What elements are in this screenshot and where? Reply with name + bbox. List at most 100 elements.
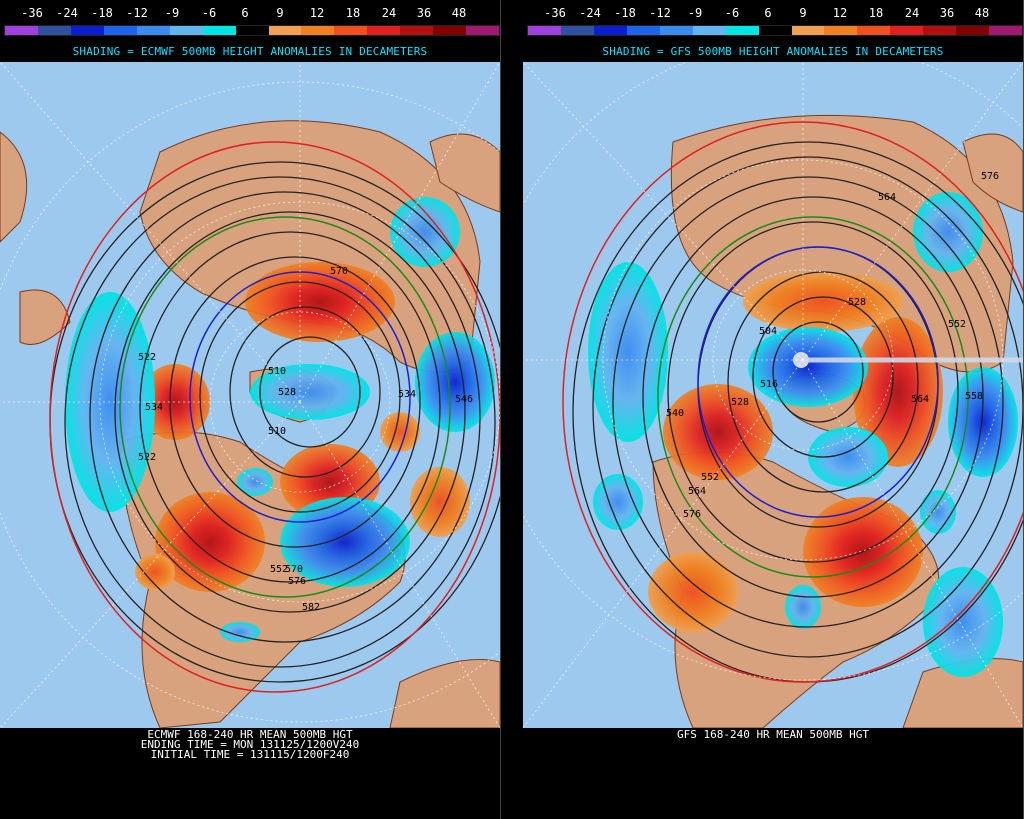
colorbar-swatch: [433, 26, 467, 35]
colorbar-swatch: [367, 26, 401, 35]
colorbar-swatch: [103, 26, 137, 35]
colorbar-label: 24: [904, 6, 920, 20]
contour-label: 564: [688, 486, 706, 497]
contour-label: 570: [330, 266, 348, 277]
colorbar-label: 18: [868, 6, 884, 20]
colorbar-swatch: [626, 26, 660, 35]
contour-label: 576: [981, 171, 999, 182]
colorbar-label: -9: [164, 6, 180, 20]
contour-label: 522: [138, 352, 156, 363]
contour-label: 540: [666, 408, 684, 419]
colorbar: [527, 25, 1023, 36]
colorbar-swatch: [37, 26, 71, 35]
colorbar-label: -36: [21, 6, 43, 20]
run-info: ECMWF 168-240 HR MEAN 500MB HGT ENDING T…: [0, 728, 500, 761]
colorbar-label: -18: [614, 6, 636, 20]
colorbar-label: 6: [241, 6, 249, 20]
colorbar-label: 6: [764, 6, 772, 20]
contour-label: 558: [965, 391, 983, 402]
colorbar-label: -24: [579, 6, 601, 20]
colorbar-swatch: [692, 26, 726, 35]
colorbar-swatch: [824, 26, 858, 35]
contour-label: 534: [398, 389, 416, 400]
colorbar-swatch: [560, 26, 594, 35]
colorbar-label: 36: [416, 6, 432, 20]
colorbar-label: 9: [799, 6, 807, 20]
contour-label: 546: [455, 394, 473, 405]
contour-label: 528: [848, 297, 866, 308]
colorbar-swatch: [989, 26, 1023, 35]
contour-label: 528: [278, 387, 296, 398]
colorbar-swatch: [466, 26, 500, 35]
contour-label: 564: [878, 192, 896, 203]
colorbar-label: -12: [126, 6, 148, 20]
panel-subtitle: SHADING = ECMWF 500MB HEIGHT ANOMALIES I…: [72, 45, 428, 58]
colorbar-swatch: [5, 26, 38, 35]
contour-label: 582: [302, 602, 320, 613]
gfs-panel: -36 -24 -18 -12 -9 -6 6 9 12 18 24 36 48…: [523, 0, 1024, 819]
colorbar-label: 36: [939, 6, 955, 20]
contour-label: 576: [288, 576, 306, 587]
contour-label: 510: [268, 426, 286, 437]
colorbar-swatch: [136, 26, 170, 35]
ecmwf-map: 570 522 534 510 528 534 546 522 552 570 …: [0, 62, 500, 728]
colorbar-label: -18: [91, 6, 113, 20]
run-info-line: INITIAL TIME = 131115/1200F240: [150, 748, 350, 761]
colorbar-label: 12: [832, 6, 848, 20]
colorbar-swatch: [169, 26, 203, 35]
colorbar-swatch: [70, 26, 104, 35]
colorbar-swatch: [301, 26, 335, 35]
colorbar-swatch: [857, 26, 891, 35]
colorbar-label: -24: [56, 6, 78, 20]
polar-stereographic-map-icon: 576 564 528 504 516 540 528 564 552 558 …: [523, 62, 1023, 728]
colorbar-label: 9: [276, 6, 284, 20]
contour-label: 528: [731, 397, 749, 408]
colorbar-swatch: [956, 26, 990, 35]
contour-label: 576: [683, 509, 701, 520]
colorbar-label: -6: [201, 6, 217, 20]
colorbar-swatch: [890, 26, 924, 35]
contour-label: 552: [948, 319, 966, 330]
run-info-line: GFS 168-240 HR MEAN 500MB HGT: [676, 728, 870, 741]
contour-label: 552: [270, 564, 288, 575]
contour-label: 564: [911, 394, 929, 405]
colorbar-swatch: [758, 26, 792, 35]
colorbar-label: 18: [345, 6, 361, 20]
colorbar-swatch: [268, 26, 302, 35]
colorbar-label: 48: [974, 6, 990, 20]
colorbar-swatch: [528, 26, 561, 35]
panel-subtitle: SHADING = GFS 500MB HEIGHT ANOMALIES IN …: [602, 45, 944, 58]
contour-label: 522: [138, 452, 156, 463]
colorbar-label: 48: [451, 6, 467, 20]
gfs-map: 576 564 528 504 516 540 528 564 552 558 …: [523, 62, 1023, 728]
colorbar-label: -36: [544, 6, 566, 20]
ecmwf-panel: -36 -24 -18 -12 -9 -6 6 9 12 18 24 36 48…: [0, 0, 501, 819]
colorbar-label: 24: [381, 6, 397, 20]
colorbar-swatch: [725, 26, 759, 35]
contour-label: 504: [759, 326, 777, 337]
colorbar: [4, 25, 500, 36]
polar-stereographic-map-icon: 570 522 534 510 528 534 546 522 552 570 …: [0, 62, 500, 728]
contour-label: 570: [285, 564, 303, 575]
contour-label: 552: [701, 472, 719, 483]
colorbar-labels: -36 -24 -18 -12 -9 -6 6 9 12 18 24 36 48: [4, 6, 496, 22]
run-info: GFS 168-240 HR MEAN 500MB HGT: [523, 728, 1023, 741]
colorbar-swatch: [659, 26, 693, 35]
colorbar-labels: -36 -24 -18 -12 -9 -6 6 9 12 18 24 36 48: [527, 6, 1019, 22]
run-info-line: ENDING TIME = MON 131125/1200V240: [140, 738, 360, 751]
colorbar-swatch: [235, 26, 269, 35]
colorbar-label: -6: [724, 6, 740, 20]
colorbar-label: 12: [309, 6, 325, 20]
colorbar-label: -9: [687, 6, 703, 20]
colorbar-swatch: [923, 26, 957, 35]
panel-divider: [501, 0, 523, 819]
run-info-line: ECMWF 168-240 HR MEAN 500MB HGT: [147, 728, 353, 741]
contour-label: 516: [760, 379, 778, 390]
colorbar-swatch: [791, 26, 825, 35]
colorbar-swatch: [400, 26, 434, 35]
colorbar-swatch: [202, 26, 236, 35]
contour-label: 510: [268, 366, 286, 377]
colorbar-swatch: [334, 26, 368, 35]
colorbar-swatch: [593, 26, 627, 35]
contour-label: 534: [145, 402, 163, 413]
